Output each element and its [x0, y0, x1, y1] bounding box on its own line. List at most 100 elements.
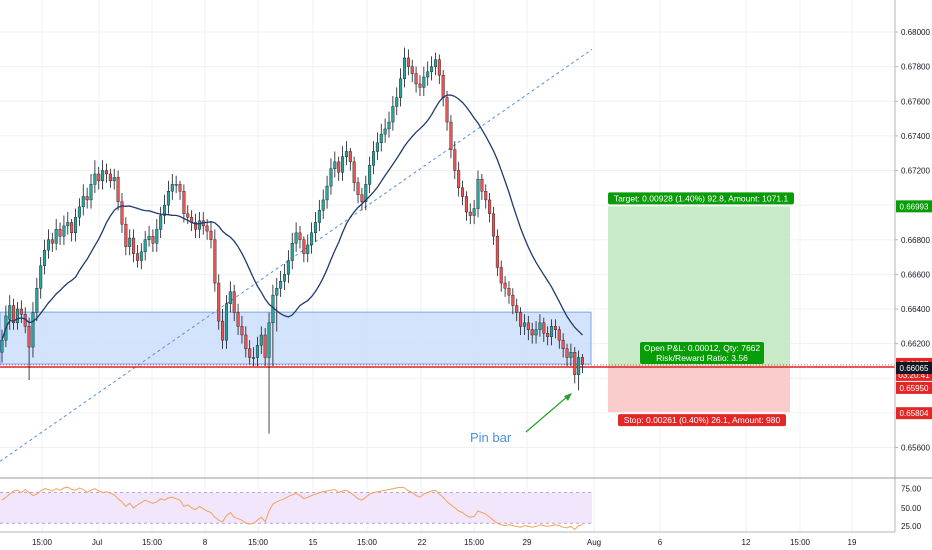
candle-body [375, 142, 379, 152]
candle-body [449, 121, 453, 150]
candle-body [286, 260, 290, 275]
candle-body [43, 249, 47, 266]
time-tick-label: Aug [587, 538, 601, 547]
time-tick-label: 29 [523, 538, 532, 547]
time-tick-label: 22 [418, 538, 427, 547]
pin-bar-annotation[interactable]: Pin bar [470, 393, 572, 445]
candle-body [422, 76, 426, 88]
time-tick-label: 8 [203, 538, 208, 547]
candle-body [232, 291, 236, 313]
stop-area[interactable] [608, 366, 790, 413]
candle-body [101, 170, 105, 182]
candle-body [252, 357, 256, 359]
open-pnl-label: Open P&L: 0.00012, Qty: 7662 [644, 343, 761, 353]
candle-body [244, 334, 248, 350]
time-axis-labels: 15:00 Jul 15:00 8 15:00 15 15:00 22 15:00 29 Aug 6 1… [0, 531, 895, 547]
pin-bar-label: Pin bar [470, 430, 512, 445]
candle-body [77, 206, 81, 218]
candle-body [391, 106, 395, 123]
support-price-badge: 0.66065 [900, 364, 929, 373]
time-tick-label: 15:00 [32, 538, 53, 547]
candle-body [561, 339, 565, 350]
support-resistance-zone[interactable] [0, 311, 592, 365]
target-label-box [608, 192, 794, 205]
moving-average-line [1, 94, 583, 341]
time-tick-label: 15:00 [357, 538, 378, 547]
ascending-trendline[interactable] [0, 48, 593, 462]
candle-body [178, 184, 182, 192]
candle-body [437, 59, 441, 76]
candle-body [290, 243, 294, 261]
candle-body [228, 291, 232, 305]
price-tick-label: 0.66400 [901, 305, 930, 314]
rsi-band [0, 492, 592, 524]
candle-body [27, 326, 31, 348]
rsi-pane[interactable] [0, 486, 592, 531]
countdown-badge: 03:20:41 [898, 371, 930, 380]
candle-body [522, 322, 526, 327]
candle-body [221, 320, 225, 341]
candle-body [433, 59, 437, 67]
candle-body [182, 191, 186, 214]
price-axis[interactable] [895, 0, 932, 550]
candle-body [58, 229, 62, 237]
candle-body [337, 161, 341, 173]
candle-body [468, 211, 472, 216]
candle-body [321, 199, 325, 211]
price-tick-label: 0.66600 [901, 270, 930, 279]
candle-body [217, 282, 221, 322]
candle-body [519, 312, 523, 327]
time-tick-label: 15:00 [790, 538, 811, 547]
target-area[interactable] [608, 206, 790, 367]
candle-body [372, 151, 376, 166]
time-tick-label: 15:00 [142, 538, 163, 547]
rsi-tick-label: 75.00 [901, 485, 922, 494]
candle-body [387, 121, 391, 130]
candle-body [166, 191, 170, 206]
candle-body [70, 222, 74, 234]
candle-body [542, 322, 546, 334]
candle-body [15, 308, 19, 324]
candle-body [348, 151, 352, 163]
long-position-tool[interactable]: Target: 0.00928 (1.40%) 92.8, Amount: 10… [608, 192, 794, 427]
candle-body [62, 225, 66, 237]
price-tick-label: 0.67800 [901, 63, 930, 72]
time-tick-label: 15 [309, 538, 318, 547]
target-label: Target: 0.00928 (1.40%) 92.8, Amount: 10… [614, 193, 789, 203]
candle-body [46, 239, 50, 251]
candle-body [8, 305, 12, 320]
candle-body [581, 357, 585, 365]
candle-body [488, 199, 492, 214]
stop-price-badge-box [896, 381, 932, 394]
candle-body [317, 210, 321, 223]
candle-body [283, 274, 287, 282]
candle-body [313, 222, 317, 234]
time-axis[interactable] [0, 532, 932, 550]
candle-body [511, 294, 515, 306]
candle-body [147, 236, 151, 240]
candle-body [159, 215, 163, 230]
candle-body [174, 184, 178, 186]
candle-body [457, 170, 461, 189]
candle-body [441, 75, 445, 98]
candle-body [310, 232, 314, 246]
candle-body [263, 334, 267, 358]
candle-body [399, 78, 403, 98]
candle-body [74, 217, 78, 234]
candle-body [50, 239, 54, 244]
candle-body [410, 66, 414, 74]
candle-body [461, 187, 465, 197]
candle-body [31, 312, 35, 348]
candle-body [472, 208, 476, 216]
stop-label-box [618, 414, 786, 427]
candle-body [81, 196, 85, 208]
candle-body [499, 267, 503, 284]
candle-body [186, 213, 190, 218]
candle-body [325, 185, 329, 201]
candle-body [426, 71, 430, 78]
price-tick-label: 0.66800 [901, 236, 930, 245]
candle-body [108, 173, 112, 182]
time-tick-label: 15:00 [248, 538, 269, 547]
time-tick-label: 19 [848, 538, 857, 547]
